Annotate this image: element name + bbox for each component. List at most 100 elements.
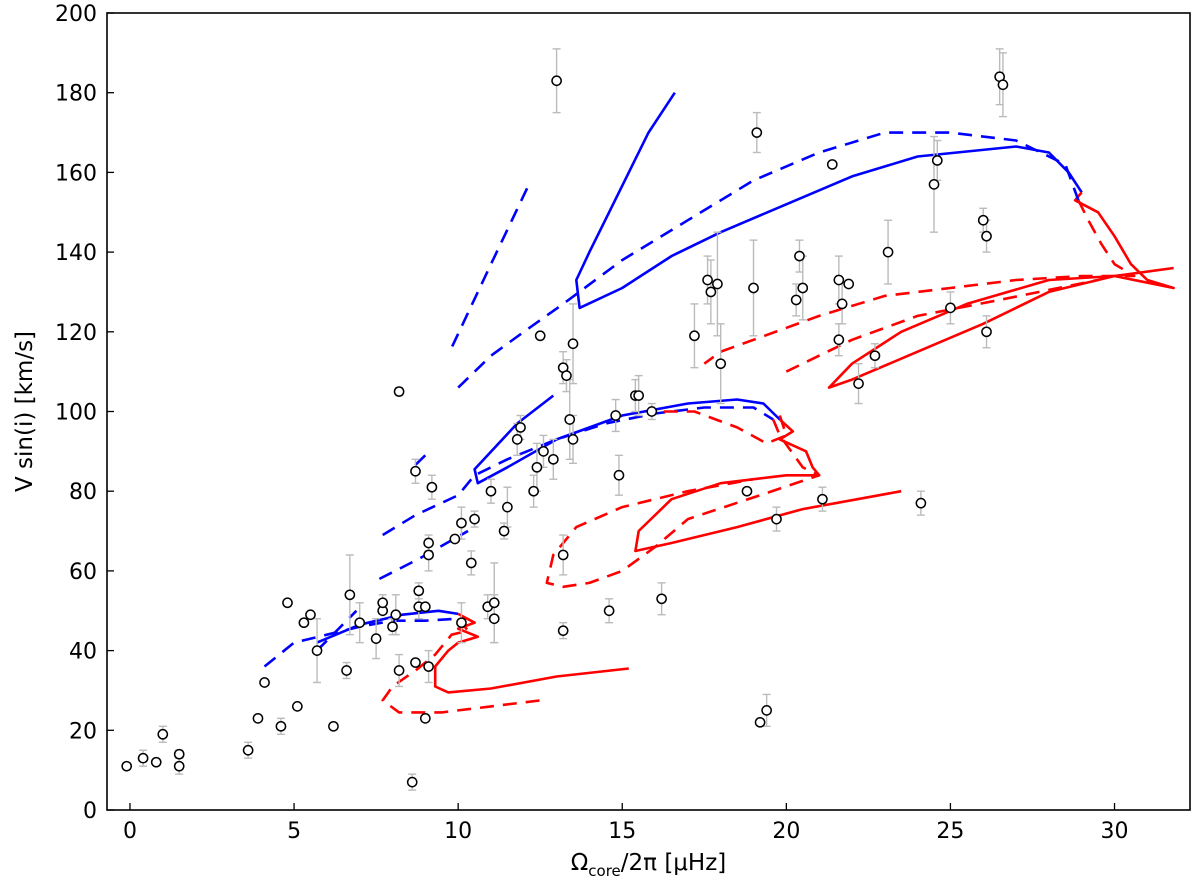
data-point xyxy=(557,625,569,637)
red-dashed-track-line xyxy=(381,617,541,714)
data-point xyxy=(741,485,753,497)
data-point xyxy=(928,179,940,190)
data-point xyxy=(354,617,366,629)
data-point xyxy=(794,250,805,262)
data-point xyxy=(646,406,658,417)
y-axis: 0 20 40 60 80 100 120 140 160 180 200 xyxy=(55,2,114,824)
data-point xyxy=(410,657,421,668)
data-point xyxy=(564,414,576,425)
y-tick-label: 60 xyxy=(69,560,97,585)
blue-solid-track-line xyxy=(316,609,459,644)
red-dashed-track-line xyxy=(545,419,821,589)
data-point xyxy=(456,517,467,529)
data-point xyxy=(157,728,169,740)
data-point xyxy=(449,533,461,545)
data-point xyxy=(981,230,992,242)
red-dashed-track-line xyxy=(661,410,788,445)
data-point xyxy=(291,701,303,712)
data-point xyxy=(419,601,431,613)
data-point xyxy=(817,493,828,505)
data-point xyxy=(456,617,467,629)
data-point xyxy=(610,410,622,421)
data-point xyxy=(469,513,480,525)
data-point xyxy=(121,760,133,772)
data-point xyxy=(702,274,713,286)
data-point xyxy=(502,501,513,513)
data-point xyxy=(406,776,418,788)
data-point xyxy=(754,716,766,728)
data-point xyxy=(567,338,579,350)
blue-dashed-track-line xyxy=(457,131,1080,389)
y-tick-label: 180 xyxy=(55,82,97,107)
x-axis-label-subscript: core xyxy=(588,862,621,880)
data-point xyxy=(377,597,389,609)
data-point xyxy=(790,294,802,306)
data-point xyxy=(633,390,645,401)
data-point xyxy=(547,453,559,465)
y-tick-label: 100 xyxy=(55,401,97,426)
data-point xyxy=(341,665,352,676)
data-point xyxy=(915,497,927,509)
data-point xyxy=(557,549,569,561)
data-point xyxy=(869,350,881,362)
x-tick-label: 5 xyxy=(287,819,301,844)
y-tick-label: 80 xyxy=(69,480,97,505)
x-tick-label: 15 xyxy=(608,819,636,844)
data-point xyxy=(656,593,667,605)
y-tick-label: 40 xyxy=(69,640,97,665)
red-solid-track-line xyxy=(827,191,1175,389)
red-dashed-track-line xyxy=(785,278,1099,373)
data-point xyxy=(561,370,572,381)
data-point xyxy=(826,159,838,170)
y-tick-label: 140 xyxy=(55,241,97,266)
data-point xyxy=(797,282,809,294)
data-point xyxy=(498,525,510,537)
data-point xyxy=(613,469,625,481)
data-point xyxy=(751,127,763,138)
data-point xyxy=(981,326,992,338)
x-axis-label-rest: /2π [μHz] xyxy=(621,850,727,876)
data-point xyxy=(423,537,434,549)
data-point xyxy=(387,621,398,633)
data-point xyxy=(715,358,727,370)
data-point xyxy=(485,485,497,497)
data-point xyxy=(465,557,477,569)
data-point xyxy=(305,609,316,621)
red-dashed-track-line xyxy=(703,199,1136,365)
data-point xyxy=(689,330,700,342)
data-point xyxy=(488,613,500,625)
data-point xyxy=(836,298,848,310)
red-solid-track-line xyxy=(634,418,902,553)
data-point xyxy=(390,609,402,621)
y-tick-label: 0 xyxy=(83,799,97,824)
y-tick-label: 160 xyxy=(55,161,97,186)
x-axis-label-main: Ω xyxy=(571,850,589,876)
data-point xyxy=(242,744,254,756)
data-point xyxy=(997,79,1009,91)
blue-dashed-track-line xyxy=(382,406,774,537)
data-point xyxy=(833,274,845,286)
data-point xyxy=(528,485,539,497)
data-point xyxy=(311,645,323,656)
data-point xyxy=(298,617,310,629)
data-point xyxy=(275,720,287,732)
data-point xyxy=(413,585,425,597)
data-point xyxy=(393,665,405,676)
data-point xyxy=(833,334,845,346)
x-axis-label: Ωcore/2π [μHz] xyxy=(571,850,727,880)
x-tick-label: 30 xyxy=(1101,819,1129,844)
data-point xyxy=(551,75,562,87)
data-point xyxy=(843,278,855,290)
data-point xyxy=(252,712,264,724)
data-point xyxy=(150,756,162,768)
data-point xyxy=(603,605,615,617)
data-point xyxy=(705,286,717,298)
data-point xyxy=(393,386,405,397)
data-point xyxy=(282,597,293,609)
blue-solid-track-line xyxy=(575,91,1083,310)
data-point xyxy=(931,155,943,166)
data-point xyxy=(882,246,894,258)
data-point xyxy=(945,302,956,314)
data-point xyxy=(370,633,382,644)
x-tick-label: 25 xyxy=(936,819,964,844)
